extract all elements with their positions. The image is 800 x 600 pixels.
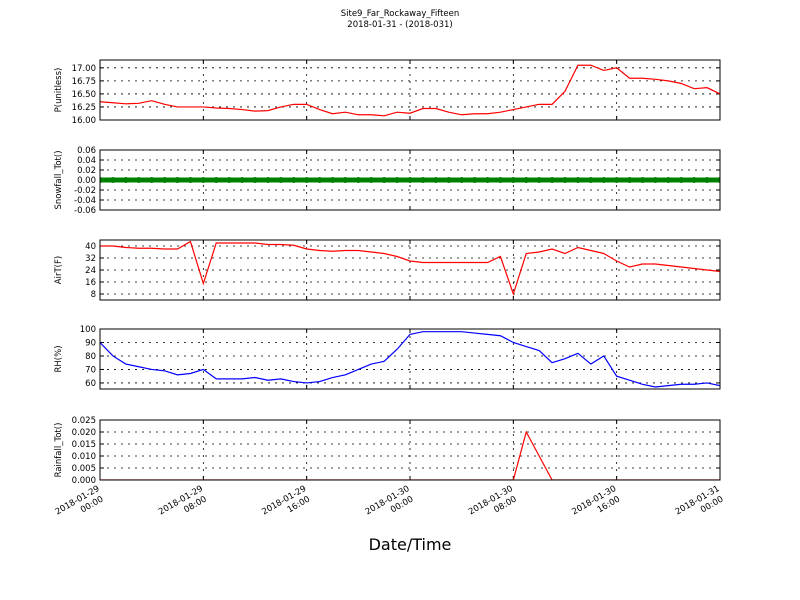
y-tick-label: 16.75 (72, 77, 96, 87)
data-line (100, 64, 720, 117)
x-tick-label: 2018-01-2900:00 (54, 484, 107, 527)
y-tick-label: 32 (85, 254, 96, 264)
plot-frame (99, 59, 721, 121)
y-tick-label: -0.02 (74, 186, 96, 196)
y-tick-label: 0.06 (77, 146, 96, 156)
y-axis-label: P(unitless) (54, 68, 64, 113)
x-tick-label: 2018-01-2916:00 (260, 484, 313, 527)
data-line (100, 331, 720, 388)
x-axis-label: Date/Time (369, 535, 452, 554)
y-tick-label: 60 (85, 379, 96, 389)
y-tick-label: 100 (80, 325, 96, 335)
chart-title: Site9_Far_Rockaway_Fifteen (341, 9, 460, 19)
plot-frame (99, 419, 721, 481)
y-tick-label: 16.00 (72, 116, 96, 126)
y-tick-label: 40 (85, 242, 96, 252)
plot-frame (99, 149, 721, 211)
data-line (100, 240, 720, 296)
y-tick-label: 0.015 (72, 440, 96, 450)
x-tick-label: 2018-01-3100:00 (674, 484, 727, 527)
y-tick-label: -0.06 (74, 206, 96, 216)
y-tick-label: 17.00 (72, 64, 96, 74)
y-tick-label: 16.25 (72, 103, 96, 113)
chart-subtitle: 2018-01-31 - (2018-031) (347, 20, 452, 30)
y-axis-label: Rainfall_Tot() (54, 423, 64, 478)
x-tick-label: 2018-01-3008:00 (467, 484, 520, 527)
plot-frame (99, 239, 721, 301)
y-tick-label: 0.02 (77, 166, 96, 176)
y-tick-label: -0.04 (74, 196, 96, 206)
y-tick-label: 0.04 (77, 156, 96, 166)
y-tick-label: 0.00 (77, 176, 96, 186)
y-axis-label: Snowfall_Tot() (54, 150, 64, 209)
y-tick-label: 16 (85, 278, 96, 288)
x-tick-label: 2018-01-3016:00 (570, 484, 623, 527)
y-tick-label: 0.025 (72, 416, 96, 426)
y-tick-label: 0.020 (72, 428, 96, 438)
x-tick-label: 2018-01-3000:00 (364, 484, 417, 527)
y-tick-label: 70 (85, 365, 96, 375)
y-tick-label: 80 (85, 352, 96, 362)
y-tick-label: 0.010 (72, 452, 96, 462)
y-tick-label: 8 (91, 290, 96, 300)
y-axis-label: RH(%) (54, 345, 64, 372)
plot-frame (99, 328, 721, 390)
x-tick-label: 2018-01-2908:00 (157, 484, 210, 527)
y-tick-label: 16.50 (72, 90, 96, 100)
y-tick-label: 0.005 (72, 464, 96, 474)
y-tick-label: 90 (85, 338, 96, 348)
y-axis-label: AirT(F) (54, 256, 64, 284)
y-tick-label: 24 (85, 266, 96, 276)
y-tick-label: 0.000 (72, 476, 96, 486)
